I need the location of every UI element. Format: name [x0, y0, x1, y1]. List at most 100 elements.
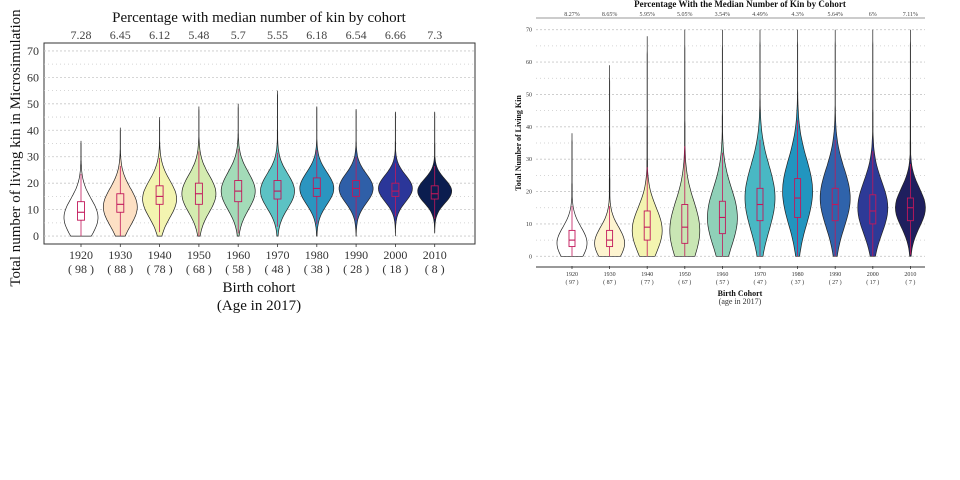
- violin-2010: [895, 29, 926, 257]
- x-age-label: ( 28 ): [343, 262, 369, 276]
- x-age-label: ( 17 ): [866, 279, 879, 286]
- top-label: 5.64%: [827, 12, 843, 18]
- x-tick-label: 1920: [566, 272, 578, 278]
- x-age-label: ( 48 ): [265, 262, 291, 276]
- y-tick-label: 20: [27, 176, 39, 190]
- x-tick-label: 2010: [904, 272, 916, 278]
- x-age-label: ( 27 ): [829, 279, 842, 286]
- x-tick-label: 1970: [754, 272, 766, 278]
- box-1940: [155, 185, 164, 205]
- x-age-label: ( 57 ): [716, 279, 729, 286]
- top-label: 3.54%: [715, 12, 731, 18]
- x-tick-label: 1980: [305, 248, 329, 262]
- box-1930: [116, 193, 125, 213]
- left-x-axis-sublabel: (Age in 2017): [217, 298, 301, 314]
- left-y-ticks: 0 10 20 30 40 50 60 70: [27, 44, 39, 243]
- left-chart-title: Percentage with median number of kin by …: [112, 10, 406, 26]
- right-top-labels: 8.27% 8.65% 5.95% 5.05% 3.54% 4.49% 4.3% 5.64% 6…: [564, 12, 918, 18]
- right-y-axis-label: Total Number of Living Kin: [514, 95, 523, 191]
- box-1970: [273, 180, 282, 200]
- top-label: 6.18: [306, 28, 327, 42]
- x-age-label: ( 18 ): [382, 262, 408, 276]
- y-tick-label: 60: [526, 60, 532, 66]
- left-x-axis-label: Birth cohort: [223, 280, 297, 296]
- box-1950: [681, 204, 689, 244]
- top-label: 5.05%: [677, 12, 693, 18]
- right-x-ticks: 1920( 97 ) 1930( 87 ) 1940( 77 ) 1950( 67 )…: [566, 266, 916, 286]
- x-tick-label: 1950: [187, 248, 211, 262]
- top-label: 4.3%: [791, 12, 804, 18]
- x-age-label: ( 8 ): [425, 262, 445, 276]
- x-age-label: ( 88 ): [107, 262, 133, 276]
- box-2010: [430, 185, 439, 200]
- x-age-label: ( 68 ): [186, 262, 212, 276]
- box-2010: [906, 197, 914, 222]
- x-tick-label: 2000: [867, 272, 879, 278]
- x-age-label: ( 58 ): [225, 262, 251, 276]
- y-tick-label: 20: [526, 190, 532, 196]
- violin-1920: [556, 133, 588, 257]
- x-tick-label: 1930: [604, 272, 616, 278]
- right-x-axis-sublabel: (age in 2017): [719, 297, 762, 306]
- box-1980: [312, 177, 321, 197]
- x-age-label: ( 98 ): [68, 262, 94, 276]
- box-1920: [77, 201, 85, 221]
- top-label: 8.65%: [602, 12, 618, 18]
- left-chart: Percentage with median number of kin by …: [8, 9, 476, 314]
- x-age-label: ( 87 ): [603, 279, 616, 286]
- top-label: 7.28: [71, 28, 92, 42]
- violin-1930: [594, 65, 625, 257]
- box-2000: [869, 194, 877, 225]
- x-tick-label: 1950: [679, 272, 691, 278]
- left-y-axis-label: Total number of living kin in Microsimul…: [8, 9, 24, 287]
- right-y-ticks: 0 10 20 30 40 50 60 70: [526, 28, 532, 261]
- x-tick-label: 1990: [829, 272, 841, 278]
- top-label: 7.11%: [903, 12, 918, 18]
- y-tick-label: 0: [529, 254, 532, 260]
- box-1940: [643, 210, 651, 241]
- top-label: 5.7: [231, 28, 246, 42]
- y-tick-label: 30: [27, 150, 39, 164]
- left-x-ticks: 1920( 98 ) 1930( 88 ) 1940( 78 ) 1950( 68 )…: [68, 244, 447, 276]
- top-label: 6.66: [385, 28, 406, 42]
- y-tick-label: 40: [526, 125, 532, 131]
- violin-2000: [857, 29, 889, 257]
- x-tick-label: 1930: [108, 248, 132, 262]
- y-tick-label: 70: [526, 28, 532, 34]
- top-label: 6.54: [346, 28, 367, 42]
- x-age-label: ( 78 ): [147, 262, 173, 276]
- x-age-label: ( 77 ): [641, 279, 654, 286]
- x-age-label: ( 97 ): [566, 279, 579, 286]
- top-label: 6.45: [110, 28, 131, 42]
- y-tick-label: 10: [27, 203, 39, 217]
- x-tick-label: 1970: [266, 248, 290, 262]
- y-tick-label: 70: [27, 44, 39, 58]
- y-tick-label: 50: [526, 92, 532, 98]
- top-label: 5.95%: [639, 12, 655, 18]
- x-age-label: ( 7 ): [905, 279, 915, 286]
- violin-1940: [631, 36, 663, 257]
- y-tick-label: 40: [27, 123, 39, 137]
- top-label: 6.12: [149, 28, 170, 42]
- x-age-label: ( 67 ): [678, 279, 691, 286]
- x-tick-label: 1960: [716, 272, 728, 278]
- x-age-label: ( 38 ): [304, 262, 330, 276]
- x-tick-label: 1940: [641, 272, 653, 278]
- y-tick-label: 30: [526, 157, 532, 163]
- top-label: 6%: [869, 12, 877, 18]
- y-tick-label: 50: [27, 97, 39, 111]
- x-tick-label: 1920: [69, 248, 93, 262]
- box-1920: [568, 229, 576, 248]
- x-tick-label: 1940: [148, 248, 172, 262]
- top-label: 5.48: [188, 28, 209, 42]
- x-tick-label: 2010: [423, 248, 447, 262]
- top-label: 8.27%: [564, 12, 580, 18]
- top-label: 7.3: [427, 28, 442, 42]
- x-tick-label: 1960: [226, 248, 250, 262]
- top-label: 5.55: [267, 28, 288, 42]
- y-tick-label: 60: [27, 70, 39, 84]
- right-violins: [556, 29, 926, 257]
- right-chart: Percentage With the Median Number of Kin…: [514, 0, 926, 306]
- box-2000: [391, 182, 400, 197]
